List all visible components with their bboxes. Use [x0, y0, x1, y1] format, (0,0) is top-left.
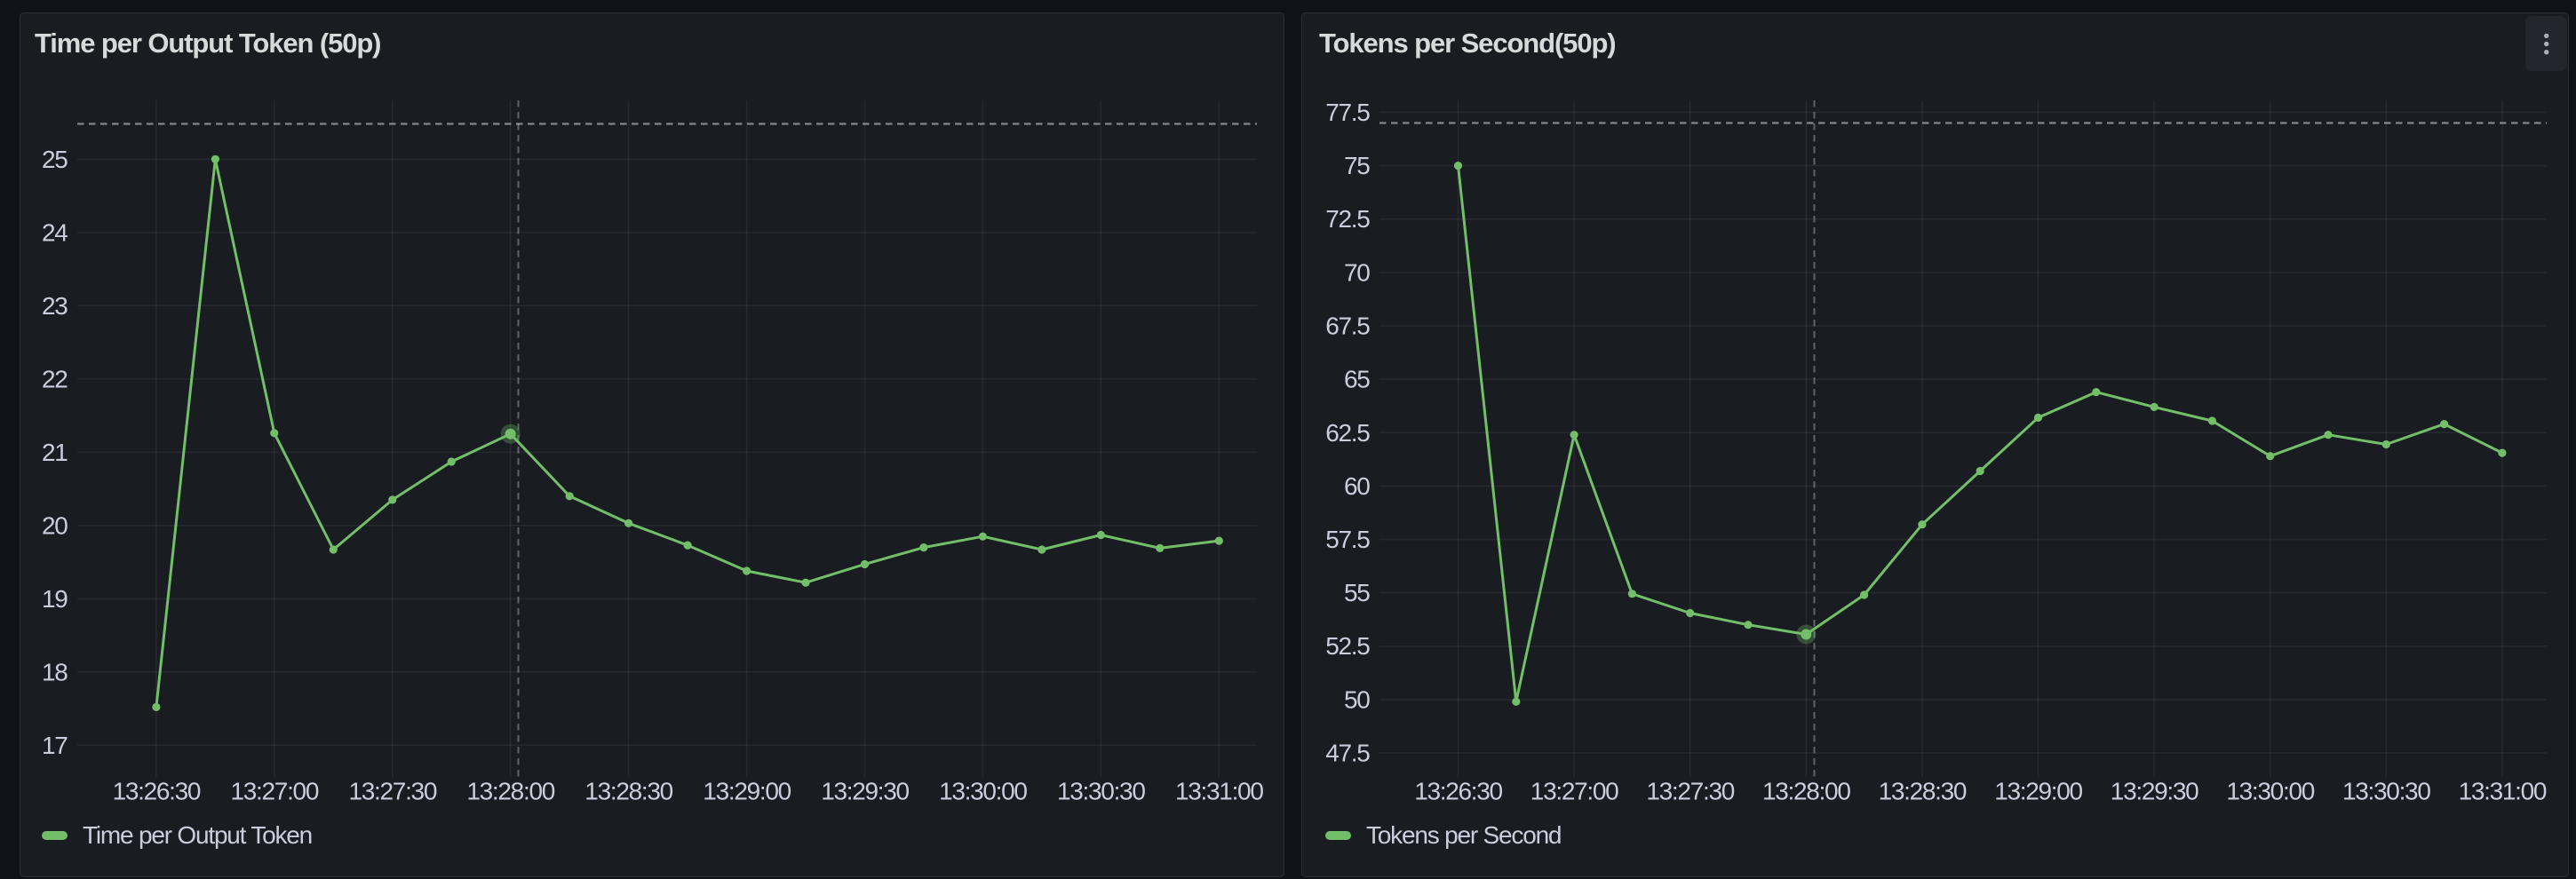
svg-text:20: 20: [42, 511, 68, 539]
svg-text:50: 50: [1344, 685, 1370, 713]
svg-text:13:29:30: 13:29:30: [821, 778, 909, 805]
svg-text:77.5: 77.5: [1325, 99, 1370, 126]
svg-text:13:31:00: 13:31:00: [1175, 778, 1263, 805]
svg-text:13:26:30: 13:26:30: [1414, 778, 1502, 805]
svg-text:13:29:00: 13:29:00: [703, 778, 791, 805]
svg-text:55: 55: [1344, 579, 1370, 606]
svg-text:13:28:00: 13:28:00: [466, 778, 554, 805]
svg-text:13:30:00: 13:30:00: [939, 778, 1027, 805]
svg-text:13:26:30: 13:26:30: [113, 778, 201, 805]
svg-text:13:28:30: 13:28:30: [1879, 778, 1967, 805]
svg-text:13:27:00: 13:27:00: [231, 778, 319, 805]
svg-text:72.5: 72.5: [1325, 205, 1370, 233]
svg-text:19: 19: [42, 585, 68, 613]
svg-text:25: 25: [42, 146, 68, 173]
svg-text:18: 18: [42, 658, 68, 685]
svg-text:13:27:30: 13:27:30: [349, 778, 437, 805]
svg-text:17: 17: [42, 732, 68, 759]
svg-text:24: 24: [42, 218, 68, 246]
svg-text:13:28:00: 13:28:00: [1762, 778, 1850, 805]
svg-text:62.5: 62.5: [1325, 419, 1370, 447]
svg-text:13:30:30: 13:30:30: [1057, 778, 1145, 805]
svg-text:13:30:00: 13:30:00: [2226, 778, 2314, 805]
svg-text:13:30:30: 13:30:30: [2342, 778, 2430, 805]
svg-text:13:29:00: 13:29:00: [1994, 778, 2082, 805]
svg-text:21: 21: [42, 439, 68, 466]
svg-text:13:28:30: 13:28:30: [584, 778, 672, 805]
svg-text:22: 22: [42, 365, 68, 392]
svg-text:13:27:30: 13:27:30: [1646, 778, 1734, 805]
svg-text:75: 75: [1344, 152, 1370, 179]
svg-text:13:27:00: 13:27:00: [1530, 778, 1618, 805]
svg-text:47.5: 47.5: [1325, 740, 1370, 767]
svg-text:65: 65: [1344, 366, 1370, 393]
svg-text:52.5: 52.5: [1325, 632, 1370, 660]
svg-text:13:31:00: 13:31:00: [2459, 778, 2547, 805]
svg-text:60: 60: [1344, 472, 1370, 500]
svg-text:13:29:30: 13:29:30: [2111, 778, 2198, 805]
svg-text:67.5: 67.5: [1325, 313, 1370, 340]
svg-text:23: 23: [42, 292, 68, 320]
svg-text:57.5: 57.5: [1325, 526, 1370, 553]
svg-text:70: 70: [1344, 258, 1370, 286]
